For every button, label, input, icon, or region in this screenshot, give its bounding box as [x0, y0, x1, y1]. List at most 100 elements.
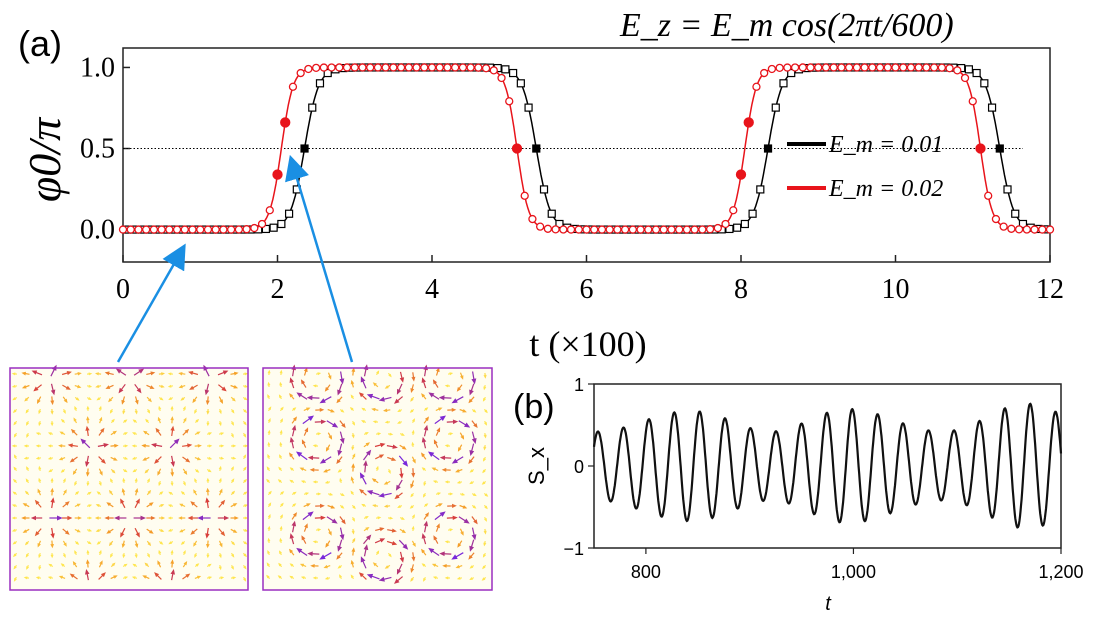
- field-arrowhead: [484, 493, 489, 497]
- field-arrowhead: [462, 505, 468, 509]
- field-arrowhead: [389, 432, 394, 436]
- a-marker-red: [875, 63, 885, 72]
- field-arrowhead: [87, 491, 92, 495]
- field-arrowhead: [232, 529, 238, 533]
- field-arrowhead: [222, 370, 229, 375]
- field-arrowhead: [105, 385, 111, 389]
- field-arrowhead: [312, 480, 317, 484]
- field-arrowhead: [25, 478, 29, 483]
- field-arrowhead: [402, 543, 409, 550]
- field-arrowhead: [280, 491, 285, 495]
- a-marker-black: [763, 144, 773, 153]
- field-arrowhead: [121, 488, 126, 493]
- field-arrowhead: [38, 477, 42, 482]
- field-arrowhead: [399, 557, 405, 563]
- field-arrowhead: [21, 385, 27, 389]
- field-arrowhead: [372, 420, 377, 424]
- field-arrowhead: [438, 395, 445, 401]
- field-arrowhead: [410, 388, 415, 393]
- field-arrowhead: [243, 397, 248, 401]
- a-marker-red: [960, 73, 970, 83]
- field-arrowhead: [301, 439, 306, 445]
- a-marker-black: [555, 219, 564, 229]
- a-marker-red: [968, 97, 977, 106]
- field-arrowhead: [34, 531, 40, 537]
- a-marker-red: [945, 64, 954, 73]
- field-arrowhead: [183, 470, 188, 475]
- field-arrowhead: [123, 469, 128, 473]
- field-arrowhead: [267, 369, 271, 374]
- a-marker-red: [790, 63, 800, 72]
- field-arrowhead: [410, 568, 415, 573]
- field-arrowhead: [22, 529, 28, 533]
- field-arrowhead: [106, 502, 111, 507]
- field-arrowhead: [111, 469, 116, 474]
- field-arrowhead: [168, 397, 172, 400]
- field-arrowhead: [50, 477, 54, 482]
- field-arrowhead: [421, 548, 426, 554]
- field-arrowhead: [12, 541, 17, 545]
- field-arrowhead: [452, 515, 458, 520]
- field-arrowhead: [365, 449, 372, 456]
- field-arrowhead: [337, 565, 342, 569]
- a-marker-red: [1045, 225, 1055, 234]
- field-arrowhead: [371, 407, 376, 412]
- field-arrowhead: [159, 397, 164, 401]
- field-arrowhead: [184, 428, 190, 434]
- field-arrowhead: [35, 444, 40, 448]
- field-arrowhead: [484, 422, 487, 426]
- a-marker-red: [311, 63, 321, 73]
- field-arrowhead: [75, 491, 80, 495]
- field-arrowhead: [108, 542, 113, 547]
- field-arrowhead: [336, 459, 341, 464]
- b-ytick-label: 1: [574, 375, 584, 395]
- field-arrowhead: [471, 534, 477, 541]
- field-arrowhead: [136, 387, 142, 394]
- a-ytick-label: 1.0: [80, 52, 115, 83]
- field-arrowhead: [231, 553, 235, 558]
- field-arrowhead: [483, 446, 487, 451]
- field-arrowhead: [141, 443, 146, 448]
- field-arrowhead: [110, 478, 113, 482]
- field-arrowhead: [98, 482, 102, 487]
- field-arrowhead: [366, 573, 374, 579]
- a-marker-red: [551, 225, 560, 234]
- field-arrowhead: [280, 418, 283, 422]
- panel-a-label: (a): [18, 23, 62, 64]
- field-arrowhead: [33, 386, 39, 392]
- field-arrowhead: [365, 432, 369, 435]
- a-marker-red: [219, 225, 228, 234]
- a-marker-red: [698, 225, 707, 234]
- a-marker-red: [226, 225, 236, 234]
- field-arrowhead: [134, 477, 138, 482]
- field-arrowhead: [292, 407, 297, 411]
- field-arrowhead: [123, 563, 128, 567]
- field-arrowhead: [206, 554, 210, 559]
- field-arrowhead: [411, 556, 416, 562]
- field-arrowhead: [483, 434, 487, 439]
- field-arrowhead: [108, 489, 113, 494]
- field-arrowhead: [296, 451, 303, 457]
- a-marker-red: [1038, 225, 1047, 234]
- field-arrowhead: [147, 542, 152, 547]
- field-arrowhead: [170, 482, 174, 487]
- field-arrowhead: [147, 398, 152, 403]
- a-marker-red: [435, 63, 444, 72]
- field-arrowhead: [11, 444, 16, 448]
- a-marker-black: [1003, 185, 1012, 194]
- field-arrowhead: [24, 541, 29, 546]
- field-arrowhead: [337, 545, 342, 552]
- field-arrowhead: [243, 541, 248, 545]
- field-arrowhead: [292, 491, 297, 495]
- a-marker-black: [323, 68, 332, 78]
- field-arrowhead: [220, 456, 225, 460]
- b-series-line: [592, 402, 1063, 529]
- field-arrowhead: [22, 503, 28, 507]
- field-arrowhead: [218, 554, 222, 559]
- field-arrowhead: [456, 387, 462, 392]
- field-arrowhead: [267, 394, 271, 398]
- field-arrowhead: [401, 516, 405, 520]
- field-arrowhead: [289, 377, 294, 383]
- field-arrowhead: [170, 405, 174, 410]
- field-arrowhead: [410, 483, 414, 489]
